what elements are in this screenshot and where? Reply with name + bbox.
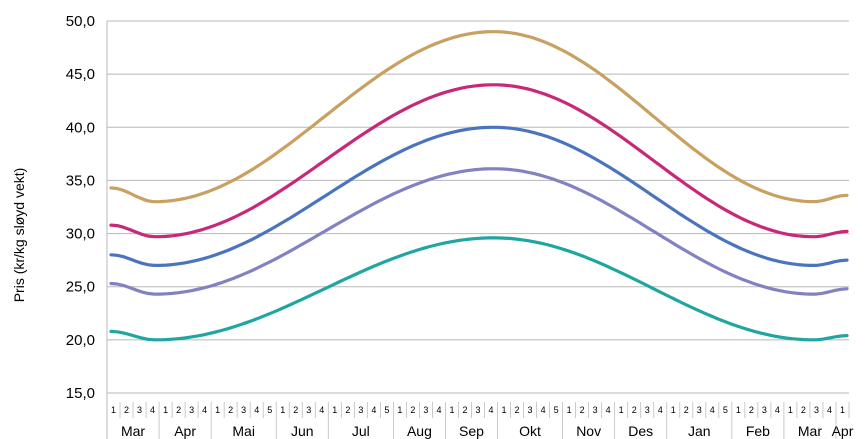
month-label: Jul xyxy=(352,423,370,439)
month-label: Sep xyxy=(459,423,484,439)
week-label: 3 xyxy=(814,405,819,415)
week-label: 4 xyxy=(319,405,324,415)
y-tick-label: 45,0 xyxy=(66,66,95,83)
month-label: Jun xyxy=(291,423,314,439)
month-label: Apr xyxy=(832,423,854,439)
week-label: 5 xyxy=(723,405,728,415)
week-label: 4 xyxy=(606,405,611,415)
y-axis-label: Pris (kr/kg sløyd vekt) xyxy=(11,168,27,303)
month-label: Mar xyxy=(121,423,145,439)
series-lines xyxy=(109,30,849,342)
week-label: 3 xyxy=(528,405,533,415)
week-label: 1 xyxy=(449,405,454,415)
week-label: 1 xyxy=(502,405,507,415)
y-tick-label: 40,0 xyxy=(66,119,95,136)
week-label: 3 xyxy=(423,405,428,415)
week-label: 3 xyxy=(189,405,194,415)
week-label: 5 xyxy=(267,405,272,415)
week-label: 3 xyxy=(241,405,246,415)
week-label: 2 xyxy=(684,405,689,415)
week-label: 2 xyxy=(632,405,637,415)
week-label: 4 xyxy=(710,405,715,415)
week-label: 1 xyxy=(215,405,220,415)
week-label: 3 xyxy=(593,405,598,415)
month-label: Apr xyxy=(174,423,196,439)
series-line xyxy=(109,167,849,296)
week-label: 1 xyxy=(788,405,793,415)
month-label: Nov xyxy=(576,423,601,439)
month-label: Feb xyxy=(746,423,770,439)
week-label: 1 xyxy=(332,405,337,415)
gridlines xyxy=(106,20,849,439)
week-label: 2 xyxy=(580,405,585,415)
y-tick-label: 35,0 xyxy=(66,172,95,189)
week-label: 1 xyxy=(567,405,572,415)
y-tick-label: 15,0 xyxy=(66,385,95,402)
week-label: 4 xyxy=(202,405,207,415)
week-label: 4 xyxy=(254,405,259,415)
month-label: Okt xyxy=(519,423,541,439)
week-label: 3 xyxy=(306,405,311,415)
week-label: 1 xyxy=(397,405,402,415)
week-label: 5 xyxy=(384,405,389,415)
week-label: 4 xyxy=(541,405,546,415)
week-label: 2 xyxy=(410,405,415,415)
week-label: 4 xyxy=(436,405,441,415)
week-label: 3 xyxy=(697,405,702,415)
month-label: Des xyxy=(628,423,653,439)
week-label: 1 xyxy=(840,405,845,415)
week-label: 2 xyxy=(749,405,754,415)
series-line xyxy=(109,125,849,267)
week-label: 2 xyxy=(345,405,350,415)
week-label: 1 xyxy=(619,405,624,415)
week-label: 4 xyxy=(827,405,832,415)
week-label: 2 xyxy=(228,405,233,415)
y-tick-label: 20,0 xyxy=(66,332,95,349)
month-label: Mai xyxy=(232,423,255,439)
week-label: 2 xyxy=(293,405,298,415)
series-line xyxy=(109,30,849,204)
week-label: 2 xyxy=(462,405,467,415)
week-label: 2 xyxy=(176,405,181,415)
week-label: 2 xyxy=(124,405,129,415)
y-tick-label: 30,0 xyxy=(66,226,95,243)
y-tick-label: 50,0 xyxy=(66,13,95,30)
week-label: 5 xyxy=(554,405,559,415)
week-label: 4 xyxy=(150,405,155,415)
y-axis-ticks: 15,0 20,0 25,0 30,0 35,0 40,0 45,0 50,0 xyxy=(66,13,95,402)
week-label: 3 xyxy=(137,405,142,415)
month-label: Mar xyxy=(798,423,822,439)
week-label: 1 xyxy=(671,405,676,415)
week-label: 1 xyxy=(111,405,116,415)
week-label: 3 xyxy=(475,405,480,415)
week-label: 3 xyxy=(645,405,650,415)
week-label: 4 xyxy=(489,405,494,415)
week-label: 3 xyxy=(358,405,363,415)
week-label: 1 xyxy=(280,405,285,415)
week-label: 1 xyxy=(163,405,168,415)
week-label: 3 xyxy=(762,405,767,415)
week-label: 1 xyxy=(736,405,741,415)
month-label: Jan xyxy=(688,423,711,439)
series-line xyxy=(109,83,849,239)
week-label: 4 xyxy=(371,405,376,415)
month-label: Aug xyxy=(407,423,432,439)
y-tick-label: 25,0 xyxy=(66,279,95,296)
week-label: 2 xyxy=(801,405,806,415)
week-label: 4 xyxy=(775,405,780,415)
week-label: 2 xyxy=(515,405,520,415)
week-label: 4 xyxy=(658,405,663,415)
series-line xyxy=(109,236,849,342)
